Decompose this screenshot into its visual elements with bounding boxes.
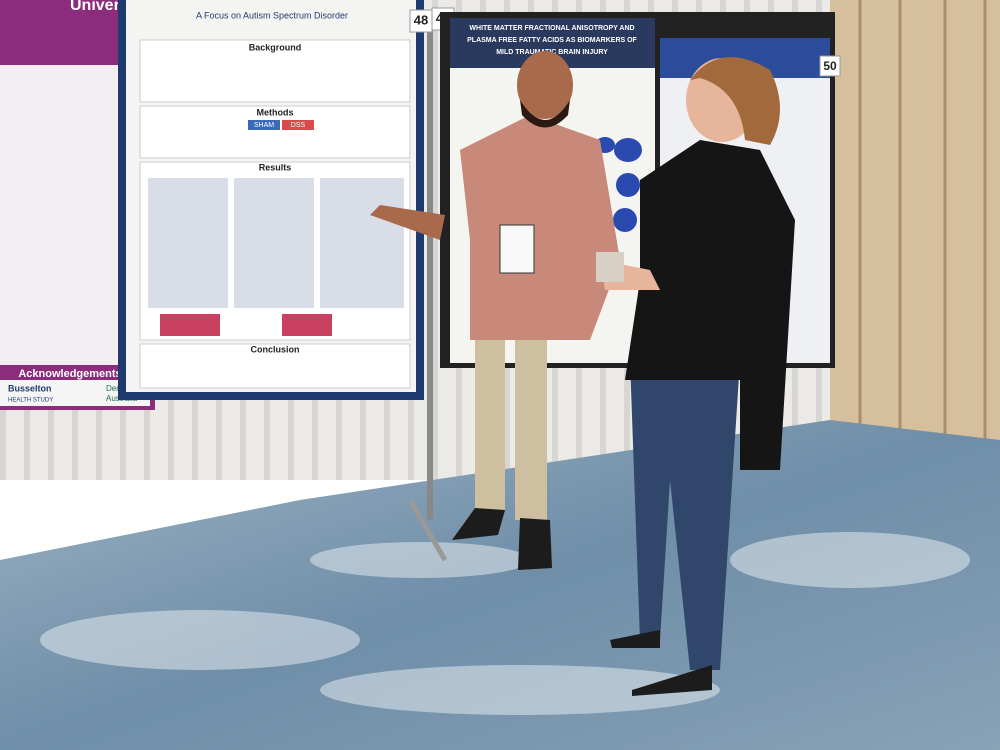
man: [370, 51, 620, 570]
logo-text: Busselton: [8, 383, 52, 393]
section-heading: Results: [259, 162, 292, 172]
methods-block: [139, 105, 411, 159]
poster-title: WHITE MATTER FRACTIONAL ANISOTROPY AND: [469, 25, 634, 32]
table-header-text: DSS: [291, 122, 306, 129]
number-plate: [819, 55, 841, 77]
section-heading: Methods: [257, 107, 294, 117]
table-header-text: SHAM: [254, 122, 274, 129]
wood-panels: [858, 0, 987, 440]
woman: [596, 57, 795, 696]
conclusion-block: [139, 343, 411, 389]
logo-text: HEALTH STUDY: [8, 398, 53, 404]
section-heading: Conclusion: [251, 344, 300, 354]
result-figures: [148, 178, 404, 336]
wood-wall: [830, 0, 1000, 440]
board-number: 50: [823, 59, 837, 73]
table-header: [282, 120, 314, 130]
poster-title: PLASMA FREE FATTY ACIDS AS BIOMARKERS OF: [467, 37, 637, 44]
section-heading: Background: [249, 42, 302, 52]
carpet-pattern: [40, 532, 970, 715]
table-header: [248, 120, 280, 130]
brain-images: [595, 137, 642, 232]
poster-left-section: Acknowledgements: [18, 368, 121, 380]
easel-foot: [407, 498, 448, 562]
text-block: [139, 39, 411, 103]
board-number: 48: [414, 12, 428, 27]
poster-subtitle: A Focus on Autism Spectrum Disorder: [196, 10, 348, 20]
